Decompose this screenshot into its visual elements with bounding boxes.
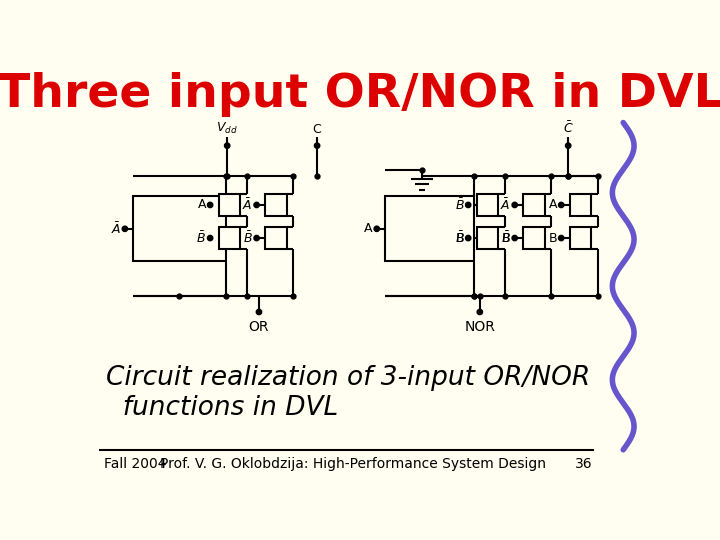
- Text: $\bar{B}$: $\bar{B}$: [454, 197, 464, 213]
- Text: OR: OR: [248, 320, 269, 334]
- Text: $\bar{A}$: $\bar{A}$: [500, 197, 510, 213]
- Bar: [219, 194, 240, 215]
- Circle shape: [513, 236, 517, 240]
- Text: C: C: [312, 123, 321, 136]
- Text: Three input OR/NOR in DVL: Three input OR/NOR in DVL: [0, 72, 720, 117]
- Circle shape: [315, 143, 320, 148]
- Circle shape: [374, 226, 379, 231]
- Text: Prof. V. G. Oklobdzija: High-Performance System Design: Prof. V. G. Oklobdzija: High-Performance…: [161, 457, 546, 471]
- Bar: [570, 194, 591, 215]
- Text: NOR: NOR: [464, 320, 495, 334]
- Text: $\bar{C}$: $\bar{C}$: [563, 120, 574, 136]
- Circle shape: [256, 309, 261, 314]
- Text: B: B: [549, 232, 557, 245]
- Text: $\bar{B}$: $\bar{B}$: [243, 230, 253, 246]
- Bar: [523, 194, 545, 215]
- Text: 36: 36: [575, 457, 593, 471]
- Circle shape: [513, 202, 517, 207]
- Text: $\bar{B}$: $\bar{B}$: [197, 230, 206, 246]
- Text: $\bar{A}$: $\bar{A}$: [243, 197, 253, 213]
- Circle shape: [466, 236, 471, 240]
- Text: Circuit realization of 3-input OR/NOR
  functions in DVL: Circuit realization of 3-input OR/NOR fu…: [106, 365, 590, 421]
- Circle shape: [466, 202, 471, 207]
- Bar: [523, 227, 545, 249]
- Bar: [219, 227, 240, 249]
- Circle shape: [254, 236, 259, 240]
- Text: Fall 2004: Fall 2004: [104, 457, 166, 471]
- Circle shape: [477, 309, 482, 314]
- Circle shape: [559, 202, 564, 207]
- Text: A: A: [198, 198, 206, 212]
- Bar: [477, 194, 498, 215]
- Bar: [265, 194, 287, 215]
- Text: $\bar{B}$: $\bar{B}$: [454, 230, 464, 246]
- Text: $\bar{B}$: $\bar{B}$: [501, 230, 510, 246]
- Text: A: A: [549, 198, 557, 212]
- Text: B: B: [456, 232, 464, 245]
- Bar: [265, 227, 287, 249]
- Circle shape: [208, 202, 212, 207]
- Circle shape: [566, 143, 570, 148]
- Circle shape: [122, 226, 127, 231]
- Text: $\bar{A}$: $\bar{A}$: [111, 221, 121, 237]
- Circle shape: [225, 143, 230, 148]
- Bar: [477, 227, 498, 249]
- Bar: [384, 195, 474, 261]
- Circle shape: [254, 202, 259, 207]
- Circle shape: [208, 236, 212, 240]
- Circle shape: [559, 236, 564, 240]
- Text: A: A: [364, 222, 373, 235]
- Text: B: B: [503, 232, 510, 245]
- Text: $V_{dd}$: $V_{dd}$: [216, 120, 238, 136]
- Bar: [132, 195, 225, 261]
- Bar: [570, 227, 591, 249]
